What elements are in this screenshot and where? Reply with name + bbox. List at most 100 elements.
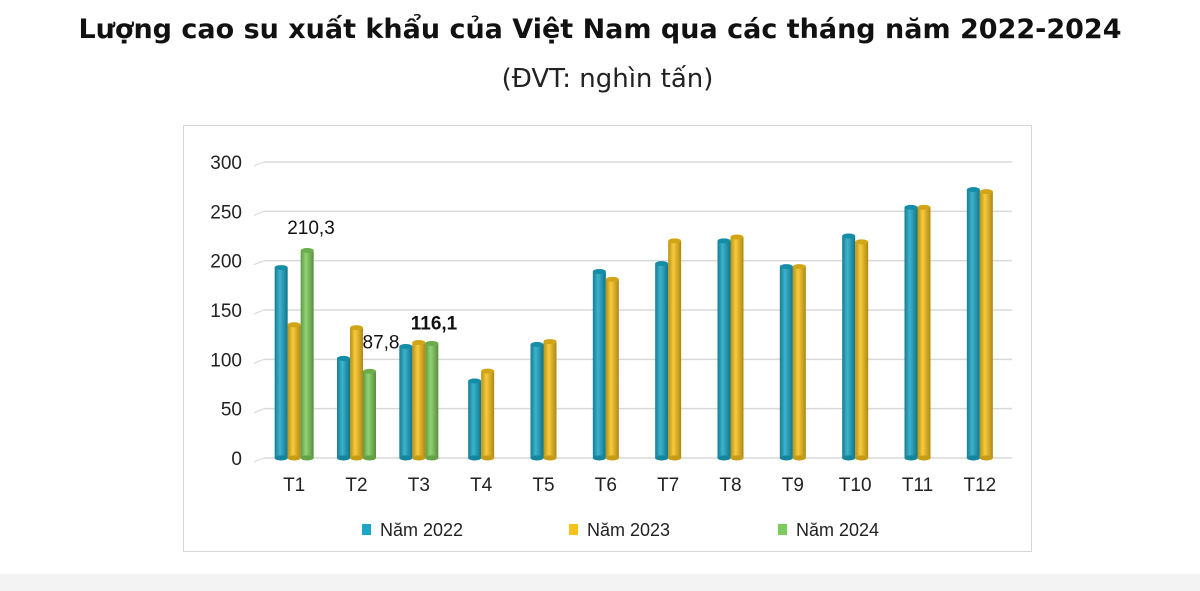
- bar-base: [481, 455, 495, 461]
- x-tick-label: T10: [839, 475, 872, 496]
- legend-swatch: [362, 524, 371, 535]
- x-tick-label: T1: [283, 475, 305, 496]
- gridline-perspective: [253, 210, 265, 216]
- gridline-perspective: [253, 457, 265, 463]
- bar-base: [363, 455, 376, 461]
- bar-base: [655, 455, 669, 461]
- bar-cap: [605, 276, 619, 282]
- gridline-perspective: [253, 309, 265, 315]
- bar-cap: [979, 189, 993, 195]
- gridline-perspective: [253, 408, 265, 414]
- bar-base: [530, 455, 544, 461]
- bar-base: [543, 455, 557, 461]
- data-label: 87,8: [363, 332, 400, 353]
- chart-title: Lượng cao su xuất khẩu của Việt Nam qua …: [78, 14, 1122, 45]
- bar-T12-Năm-2022: [966, 189, 980, 459]
- legend-label: Năm 2023: [587, 520, 670, 540]
- y-tick-label: 300: [210, 153, 242, 174]
- bar-T11-Năm-2023: [917, 207, 931, 458]
- bar-base: [605, 455, 619, 461]
- bar-cap: [412, 340, 426, 346]
- bar-base: [399, 455, 413, 461]
- bar-base: [779, 455, 793, 461]
- bar-T1-Năm-2024: [300, 250, 314, 458]
- bar-base: [842, 455, 856, 461]
- x-tick-label: T4: [470, 475, 493, 496]
- data-label: 116,1: [411, 314, 458, 335]
- bar-cap: [904, 204, 918, 210]
- bar-cap: [274, 265, 288, 271]
- gridline-perspective: [253, 358, 265, 364]
- bar-base: [425, 455, 439, 461]
- bar-T1-Năm-2022: [274, 267, 288, 458]
- bar-T5-Năm-2022: [530, 344, 544, 458]
- bar-cap: [468, 378, 482, 384]
- bar-T9-Năm-2022: [779, 266, 793, 458]
- bar-T7-Năm-2022: [655, 263, 669, 458]
- y-tick-label: 150: [210, 301, 242, 322]
- bar-T4-Năm-2023: [481, 371, 495, 458]
- legend-swatch: [778, 524, 787, 535]
- bar-cap: [792, 264, 806, 270]
- bar-T5-Năm-2023: [543, 341, 557, 458]
- data-label: 210,3: [287, 218, 335, 239]
- legend-label: Năm 2024: [796, 520, 879, 540]
- bar-base: [717, 455, 731, 461]
- bar-cap: [655, 261, 669, 267]
- bar-chart: 0 50 100 150 200 250 300 T1 T2 T3 T4 T5 T6 T7 T8 T9 T10 T…: [210, 153, 1012, 540]
- bar-cap: [917, 204, 931, 210]
- bar-T9-Năm-2023: [792, 266, 806, 458]
- bar-cap: [855, 239, 869, 245]
- bar-base: [855, 455, 869, 461]
- bar-T2-Năm-2024: [363, 371, 376, 458]
- y-tick-label: 100: [210, 350, 242, 371]
- bar-cap: [592, 269, 606, 275]
- bar-base: [350, 455, 363, 461]
- bar-base: [592, 455, 606, 461]
- x-tick-label: T7: [657, 475, 679, 496]
- bar-cap: [399, 344, 413, 350]
- x-tick-label: T6: [595, 475, 617, 496]
- chart-container: 0 50 100 150 200 250 300 T1 T2 T3 T4 T5 T6 T7 T8 T9 T10 T…: [183, 125, 1032, 552]
- bar-base: [300, 455, 314, 461]
- bar-T6-Năm-2023: [605, 279, 619, 458]
- bar-base: [904, 455, 918, 461]
- x-tick-label: T9: [782, 475, 804, 496]
- bar-base: [979, 455, 993, 461]
- chart-subtitle: (ĐVT: nghìn tấn): [501, 64, 714, 94]
- bar-T12-Năm-2023: [979, 191, 993, 458]
- x-tick-label: T12: [963, 475, 996, 496]
- bar-cap: [779, 264, 793, 270]
- bar-cap: [425, 340, 439, 346]
- bar-T10-Năm-2022: [842, 236, 856, 458]
- bar-T7-Năm-2023: [668, 240, 682, 458]
- y-tick-label: 50: [221, 400, 242, 421]
- bar-T11-Năm-2022: [904, 207, 918, 458]
- bar-T3-Năm-2024: [425, 343, 439, 458]
- bar-T10-Năm-2023: [855, 241, 869, 458]
- bar-cap: [481, 368, 495, 374]
- bar-T2-Năm-2022: [337, 358, 350, 458]
- bar-base: [337, 455, 350, 461]
- y-tick-label: 200: [210, 252, 242, 273]
- bar-base: [917, 455, 931, 461]
- bar-T2-Năm-2023: [350, 327, 363, 458]
- x-tick-label: T11: [902, 475, 933, 496]
- gridline-perspective: [253, 161, 265, 167]
- bar-T4-Năm-2022: [468, 381, 482, 458]
- bottom-strip: [0, 574, 1200, 591]
- x-tick-label: T3: [408, 475, 430, 496]
- bar-cap: [668, 238, 682, 244]
- legend-swatch: [569, 524, 578, 535]
- bar-cap: [287, 322, 301, 328]
- bar-cap: [842, 233, 856, 239]
- x-tick-label: T5: [532, 475, 554, 496]
- bar-cap: [350, 325, 363, 331]
- bar-base: [287, 455, 301, 461]
- x-tick-label: T2: [345, 475, 367, 496]
- bar-cap: [300, 248, 314, 254]
- bar-cap: [363, 368, 376, 374]
- bar-base: [668, 455, 682, 461]
- y-tick-label: 250: [210, 202, 242, 223]
- bar-cap: [337, 355, 350, 361]
